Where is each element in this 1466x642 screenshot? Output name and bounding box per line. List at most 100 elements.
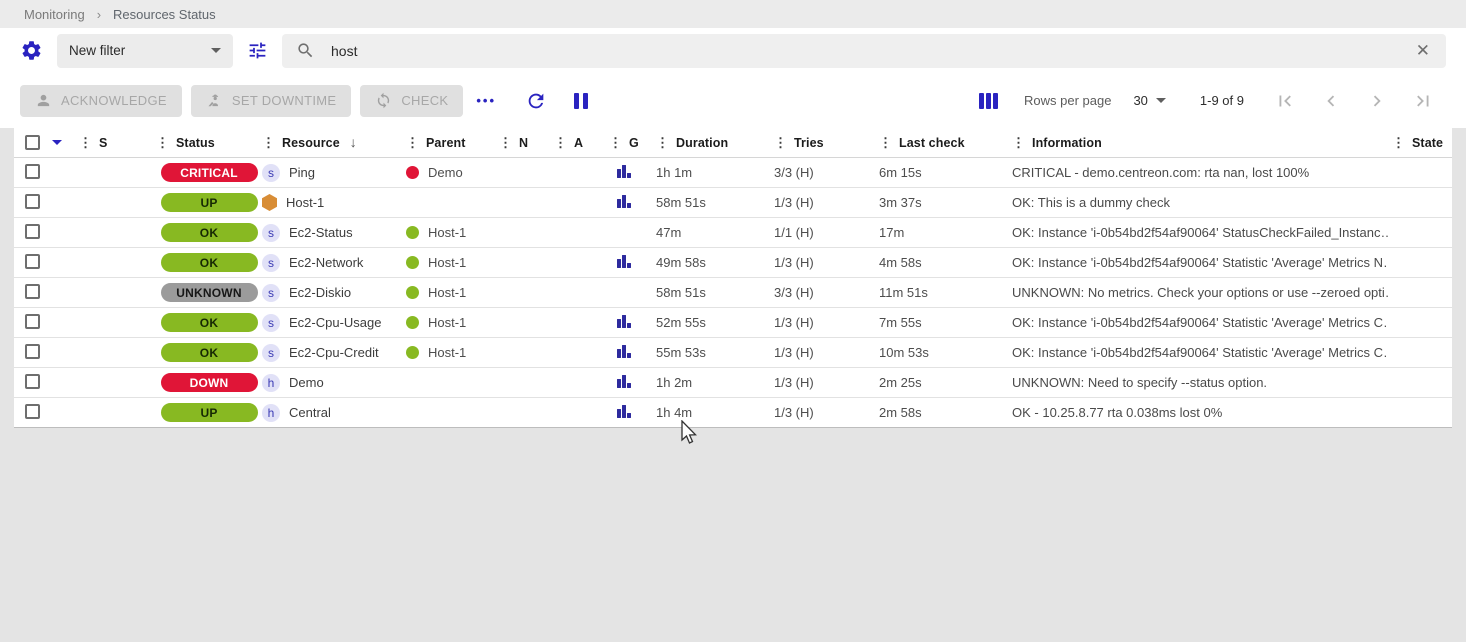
service-badge-icon: s <box>262 163 280 182</box>
more-actions-icon[interactable]: ••• <box>476 93 497 108</box>
last-page-icon[interactable] <box>1400 85 1446 117</box>
resource-name[interactable]: Ec2-Diskio <box>289 285 352 300</box>
table-row[interactable]: UP Host-1 58m 51s 1/3 (H) 3m 37s OK: Thi… <box>14 187 1452 218</box>
column-header-information[interactable]: ⋮ Information <box>1008 128 1388 158</box>
row-checkbox[interactable] <box>25 313 40 329</box>
downtime-worker-icon <box>208 94 218 107</box>
table-row[interactable]: UP h Central 1h 4m 1/3 (H) 2m 58s OK - 10… <box>14 397 1452 428</box>
select-options-caret-icon[interactable] <box>52 140 62 145</box>
filter-settings-gear-icon[interactable] <box>20 39 43 62</box>
resource-name[interactable]: Ec2-Cpu-Credit <box>289 345 379 360</box>
column-header-select <box>14 128 75 158</box>
column-header-parent[interactable]: ⋮ Parent <box>402 128 495 158</box>
column-header-status[interactable]: ⋮ Status <box>152 128 258 158</box>
duration-cell: 49m 58s <box>656 255 706 270</box>
graph-icon[interactable] <box>617 404 631 418</box>
breadcrumb-item-monitoring[interactable]: Monitoring <box>24 6 85 22</box>
filter-select[interactable]: New filter <box>57 33 233 68</box>
column-header-last-check[interactable]: ⋮ Last check <box>875 128 1008 158</box>
service-badge-icon: s <box>262 283 280 302</box>
graph-icon[interactable] <box>617 194 631 208</box>
parent-name[interactable]: Host-1 <box>428 285 467 300</box>
row-checkbox[interactable] <box>25 193 40 209</box>
rows-per-page-select[interactable]: 30 <box>1133 93 1166 108</box>
sync-icon <box>378 92 390 109</box>
parent-name[interactable]: Host-1 <box>428 225 467 240</box>
parent-name[interactable]: Host-1 <box>428 255 467 270</box>
set-downtime-button[interactable]: SET DOWNTIME <box>190 84 352 117</box>
resource-name[interactable]: Ec2-Cpu-Usage <box>289 315 382 330</box>
row-checkbox[interactable] <box>25 343 40 359</box>
acknowledge-button[interactable]: ACKNOWLEDGE <box>20 84 182 117</box>
table-row[interactable]: DOWN h Demo 1h 2m 1/3 (H) 2m 25s UNKNOWN:… <box>14 367 1452 398</box>
drag-dots-icon[interactable]: ⋮ <box>406 134 419 150</box>
duration-cell: 47m <box>656 225 682 240</box>
row-checkbox[interactable] <box>25 163 40 179</box>
column-header-n[interactable]: ⋮ N <box>495 128 550 158</box>
resource-name[interactable]: Ping <box>289 165 316 180</box>
column-header-a[interactable]: ⋮ A <box>550 128 605 158</box>
row-checkbox[interactable] <box>25 223 40 239</box>
clear-search-icon[interactable]: ✕ <box>1415 41 1430 60</box>
drag-dots-icon[interactable]: ⋮ <box>1012 134 1025 150</box>
row-checkbox[interactable] <box>25 253 40 269</box>
drag-dots-icon[interactable]: ⋮ <box>656 134 669 150</box>
column-header-s[interactable]: ⋮ S <box>75 128 152 158</box>
chevron-down-icon <box>211 48 221 53</box>
acknowledged-cell <box>550 398 605 428</box>
search-input[interactable] <box>329 41 1400 60</box>
drag-dots-icon[interactable]: ⋮ <box>1392 134 1405 150</box>
row-checkbox[interactable] <box>25 283 40 299</box>
table-row[interactable]: OK s Ec2-Network Host-1 49m 58s 1/3 (H) 4… <box>14 247 1452 278</box>
pause-icon[interactable] <box>574 92 589 109</box>
parent-name[interactable]: Host-1 <box>428 315 467 330</box>
table-row[interactable]: OK s Ec2-Cpu-Credit Host-1 55m 53s 1/3 (H… <box>14 337 1452 368</box>
breadcrumb-item-resources-status[interactable]: Resources Status <box>113 6 216 22</box>
column-header-state[interactable]: ⋮ State <box>1388 128 1452 158</box>
parent-name[interactable]: Host-1 <box>428 345 467 360</box>
graph-icon[interactable] <box>617 374 631 388</box>
resource-name[interactable]: Demo <box>289 375 324 390</box>
column-header-duration[interactable]: ⋮ Duration <box>652 128 770 158</box>
drag-dots-icon[interactable]: ⋮ <box>79 134 92 150</box>
row-checkbox[interactable] <box>25 373 40 389</box>
table-row[interactable]: OK s Ec2-Cpu-Usage Host-1 52m 55s 1/3 (H)… <box>14 307 1452 338</box>
resource-name[interactable]: Host-1 <box>286 195 325 210</box>
graph-icon[interactable] <box>617 254 631 268</box>
column-header-tries[interactable]: ⋮ Tries <box>770 128 875 158</box>
first-page-icon[interactable] <box>1262 85 1308 117</box>
graph-icon[interactable] <box>617 164 631 178</box>
refresh-icon[interactable] <box>525 90 547 112</box>
resource-name[interactable]: Central <box>289 405 331 420</box>
resource-name[interactable]: Ec2-Status <box>289 225 353 240</box>
table-row[interactable]: UNKNOWN s Ec2-Diskio Host-1 58m 51s 3/3 (… <box>14 277 1452 308</box>
drag-dots-icon[interactable]: ⋮ <box>262 135 275 150</box>
previous-page-icon[interactable] <box>1308 85 1354 117</box>
graph-icon[interactable] <box>617 344 631 358</box>
drag-dots-icon[interactable]: ⋮ <box>554 134 567 150</box>
search-field[interactable]: ✕ <box>282 33 1446 68</box>
tries-cell: 3/3 (H) <box>774 165 814 180</box>
row-checkbox[interactable] <box>25 403 40 419</box>
drag-dots-icon[interactable]: ⋮ <box>774 134 787 150</box>
drag-dots-icon[interactable]: ⋮ <box>609 134 622 150</box>
resource-name[interactable]: Ec2-Network <box>289 255 364 270</box>
advanced-filter-tune-icon[interactable] <box>247 40 268 61</box>
next-page-icon[interactable] <box>1354 85 1400 117</box>
table-row[interactable]: OK s Ec2-Status Host-1 47m 1/1 (H) 17m OK… <box>14 217 1452 248</box>
person-icon <box>37 94 50 107</box>
table-row[interactable]: CRITICAL s Ping Demo 1h 1m 3/3 (H) 6m 15s… <box>14 157 1452 188</box>
column-header-g[interactable]: ⋮ G <box>605 128 652 158</box>
edit-columns-icon[interactable] <box>978 92 998 109</box>
drag-dots-icon[interactable]: ⋮ <box>156 134 169 150</box>
check-button[interactable]: CHECK <box>360 84 464 117</box>
column-header-resource[interactable]: ⋮ Resource ↓ <box>258 128 402 158</box>
drag-dots-icon[interactable]: ⋮ <box>499 134 512 150</box>
parent-name[interactable]: Demo <box>428 165 463 180</box>
information-cell: OK: Instance 'i-0b54bd2f54af90064' Stati… <box>1012 345 1388 360</box>
graph-icon[interactable] <box>617 314 631 328</box>
state-cell <box>1388 368 1452 398</box>
drag-dots-icon[interactable]: ⋮ <box>879 134 892 150</box>
select-all-checkbox[interactable] <box>25 135 40 150</box>
sort-desc-icon[interactable]: ↓ <box>349 134 357 150</box>
